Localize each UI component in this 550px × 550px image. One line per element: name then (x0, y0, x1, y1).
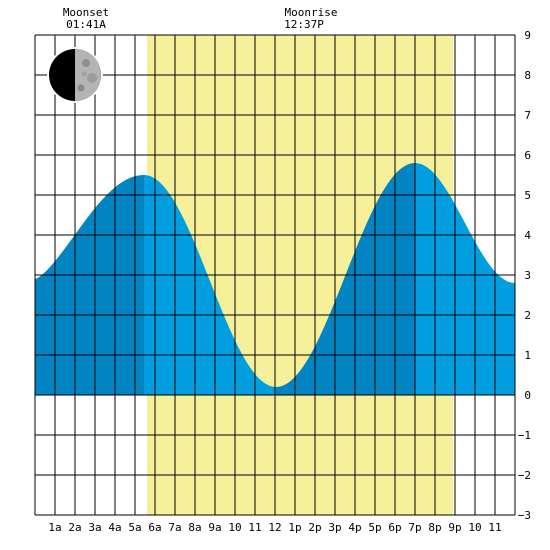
y-tick-label: −3 (518, 509, 531, 522)
x-tick-label: 9p (448, 521, 461, 534)
x-axis-ticks: 1a 2a 3a 4a 5a 6a 7a 8a 9a 10 11 12 1p 2p 3p 4p 5p 6p 7p 8p… (48, 521, 501, 534)
x-tick-label: 4p (348, 521, 361, 534)
y-axis-ticks: 9 8 7 6 5 4 3 2 1 0 −1 −2 −3 (518, 29, 532, 522)
x-tick-label: 2a (68, 521, 81, 534)
x-tick-label: 2p (308, 521, 321, 534)
x-tick-label: 12 (268, 521, 281, 534)
tide-segment-falling-2 (415, 163, 515, 395)
x-tick-label: 11 (488, 521, 501, 534)
x-tick-label: 7p (408, 521, 421, 534)
moon-phase-icon (47, 47, 103, 103)
x-tick-label: 1a (48, 521, 61, 534)
moonset-label: Moonset (63, 6, 109, 19)
tide-segment-rising-2 (276, 163, 415, 395)
y-tick-label: 8 (524, 69, 531, 82)
y-tick-label: 7 (524, 109, 531, 122)
y-tick-label: 4 (524, 229, 531, 242)
x-tick-label: 5p (368, 521, 381, 534)
y-tick-label: 0 (524, 389, 531, 402)
x-tick-label: 8a (188, 521, 201, 534)
x-tick-label: 3a (88, 521, 101, 534)
x-tick-label: 4a (108, 521, 121, 534)
tide-segment-falling-1 (144, 175, 276, 395)
x-tick-label: 11 (248, 521, 261, 534)
grid-lines (34, 34, 516, 516)
y-tick-label: −2 (518, 469, 531, 482)
x-tick-label: 5a (128, 521, 141, 534)
x-tick-label: 6p (388, 521, 401, 534)
y-tick-label: 5 (524, 189, 531, 202)
y-tick-label: 9 (524, 29, 531, 42)
x-tick-label: 3p (328, 521, 341, 534)
x-tick-label: 8p (428, 521, 441, 534)
y-tick-label: −1 (518, 429, 531, 442)
y-tick-label: 3 (524, 269, 531, 282)
y-tick-label: 1 (524, 349, 531, 362)
tide-area (35, 163, 515, 395)
x-tick-label: 10 (228, 521, 241, 534)
x-tick-label: 9a (208, 521, 221, 534)
x-tick-label: 6a (148, 521, 161, 534)
tide-segment-rising-1 (35, 175, 144, 395)
x-tick-label: 7a (168, 521, 181, 534)
x-tick-label: 10 (468, 521, 481, 534)
y-tick-label: 2 (524, 309, 531, 322)
moonrise-label: Moonrise (285, 6, 338, 19)
y-tick-label: 6 (524, 149, 531, 162)
moonrise-time: 12:37P (284, 18, 324, 31)
x-tick-label: 1p (288, 521, 301, 534)
moonset-time: 01:41A (66, 18, 106, 31)
